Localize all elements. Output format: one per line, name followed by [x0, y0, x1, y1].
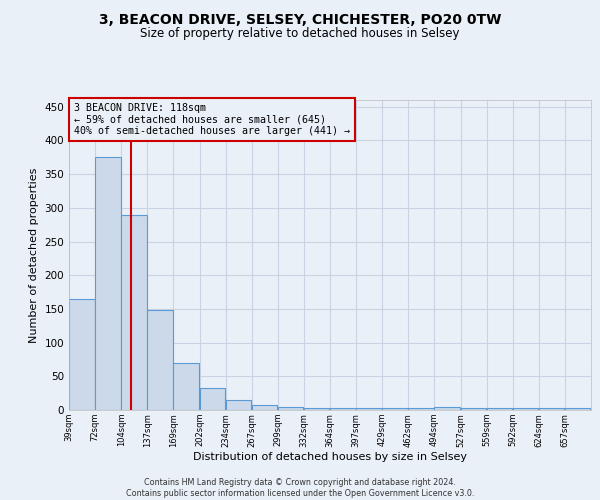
Bar [95, 158, 121, 410]
Bar [356, 408, 382, 410]
Bar [148, 310, 173, 410]
Bar [278, 406, 304, 410]
Bar [513, 408, 538, 410]
Bar [565, 408, 590, 410]
Y-axis label: Number of detached properties: Number of detached properties [29, 168, 39, 342]
Bar [121, 214, 147, 410]
Text: Size of property relative to detached houses in Selsey: Size of property relative to detached ho… [140, 28, 460, 40]
Bar [434, 406, 460, 410]
Bar [539, 408, 565, 410]
Bar [226, 400, 251, 410]
Bar [330, 408, 356, 410]
Bar [382, 408, 408, 410]
Text: Distribution of detached houses by size in Selsey: Distribution of detached houses by size … [193, 452, 467, 462]
Bar [408, 408, 434, 410]
Bar [461, 408, 486, 410]
Bar [487, 408, 512, 410]
Bar [199, 388, 225, 410]
Text: 3 BEACON DRIVE: 118sqm
← 59% of detached houses are smaller (645)
40% of semi-de: 3 BEACON DRIVE: 118sqm ← 59% of detached… [74, 103, 350, 136]
Bar [304, 408, 329, 410]
Bar [173, 363, 199, 410]
Bar [252, 406, 277, 410]
Bar [69, 299, 95, 410]
Text: 3, BEACON DRIVE, SELSEY, CHICHESTER, PO20 0TW: 3, BEACON DRIVE, SELSEY, CHICHESTER, PO2… [99, 12, 501, 26]
Text: Contains HM Land Registry data © Crown copyright and database right 2024.
Contai: Contains HM Land Registry data © Crown c… [126, 478, 474, 498]
